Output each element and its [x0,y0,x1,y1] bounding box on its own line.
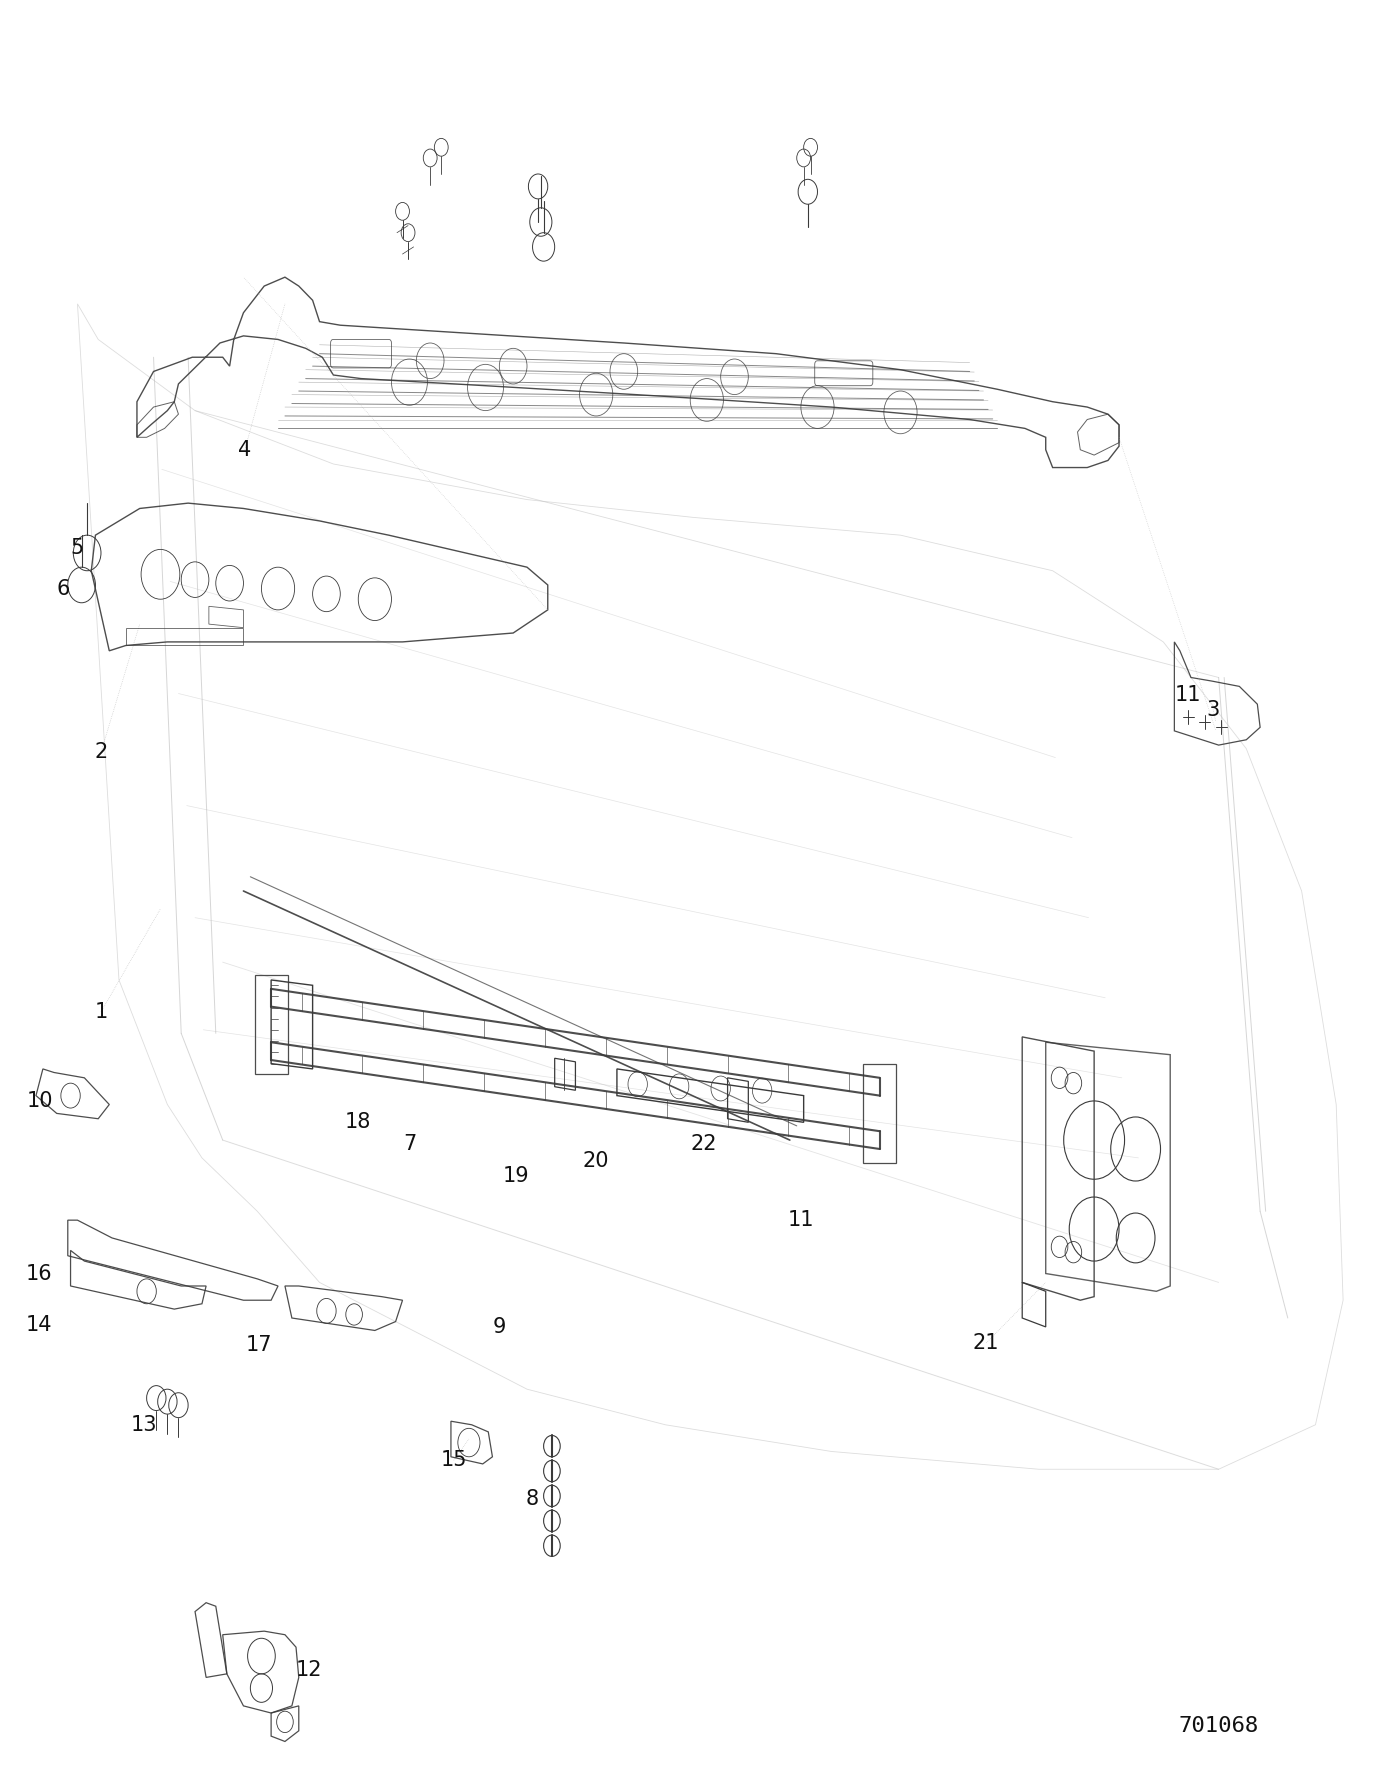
Text: 22: 22 [690,1133,718,1153]
Text: 21: 21 [973,1333,999,1353]
Text: 3: 3 [1206,700,1220,720]
Text: 6: 6 [57,579,71,599]
Text: 4: 4 [238,440,251,460]
Text: 19: 19 [503,1165,529,1185]
Text: 5: 5 [71,538,85,558]
Text: 2: 2 [94,743,108,763]
Text: 12: 12 [295,1661,322,1680]
Text: 15: 15 [441,1451,467,1470]
Text: 20: 20 [584,1151,610,1171]
Text: 7: 7 [403,1133,416,1153]
Text: 8: 8 [525,1490,539,1509]
Text: 11: 11 [787,1210,814,1230]
Text: 14: 14 [25,1315,53,1335]
Text: 10: 10 [26,1091,54,1110]
Text: 16: 16 [25,1263,53,1283]
Text: 1: 1 [94,1001,108,1023]
Text: 18: 18 [345,1112,371,1132]
Text: 11: 11 [1175,686,1202,706]
Text: 9: 9 [492,1317,506,1336]
Text: 13: 13 [130,1415,157,1435]
Text: 17: 17 [245,1335,272,1354]
Text: 701068: 701068 [1178,1716,1258,1736]
